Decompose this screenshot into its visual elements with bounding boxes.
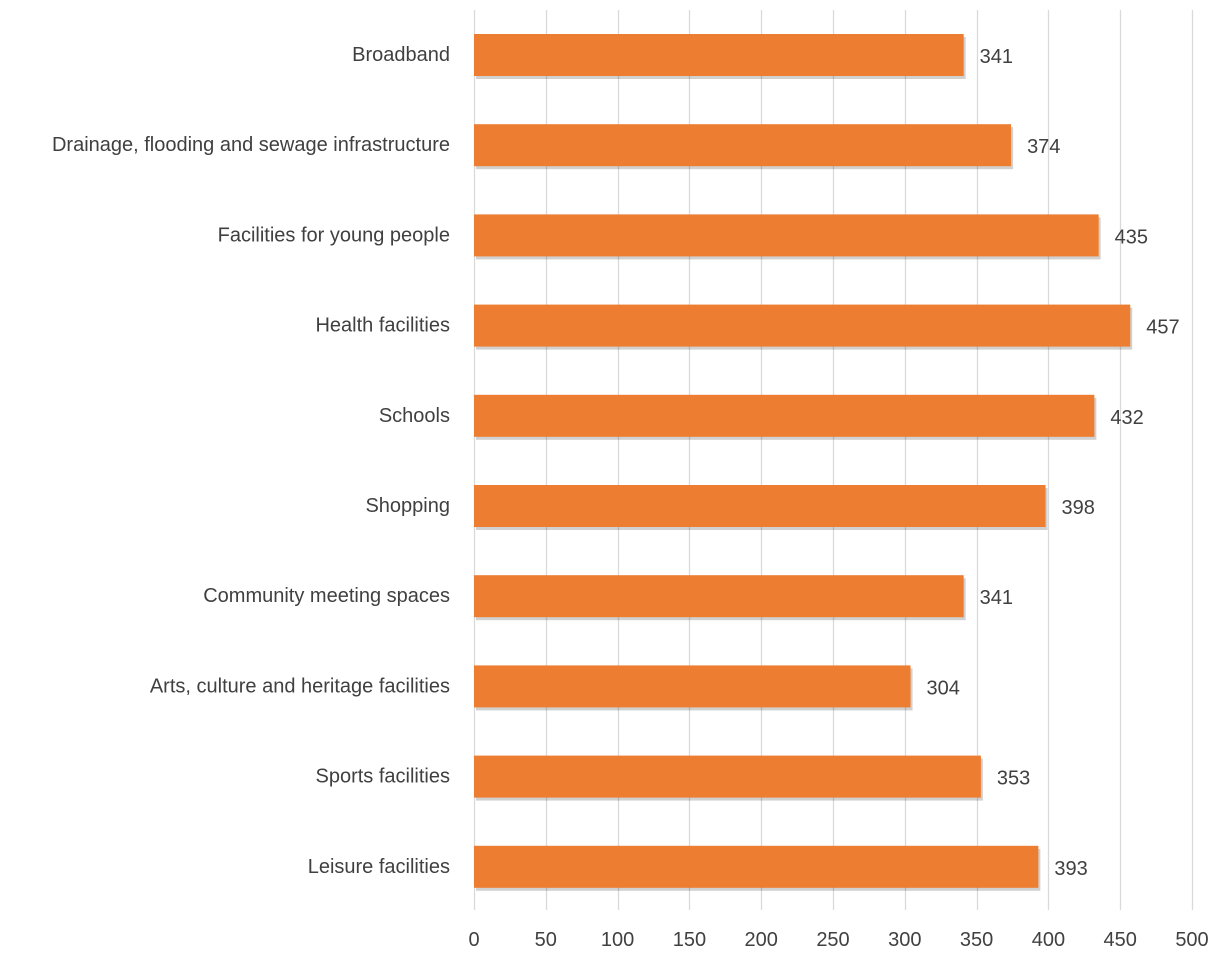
x-tick-label: 300 bbox=[888, 929, 921, 951]
x-tick-label: 250 bbox=[816, 929, 849, 951]
data-label: 304 bbox=[927, 677, 960, 699]
bar bbox=[474, 304, 1131, 347]
category-label: Arts, culture and heritage facilities bbox=[150, 675, 450, 697]
data-label: 432 bbox=[1110, 407, 1143, 429]
x-tick-label: 350 bbox=[960, 929, 993, 951]
category-labels: Broadband Drainage, flooding and sewage i… bbox=[52, 44, 450, 878]
category-label: Shopping bbox=[365, 495, 450, 517]
category-label: Leisure facilities bbox=[308, 856, 450, 878]
bar bbox=[474, 34, 964, 76]
data-label: 435 bbox=[1115, 226, 1148, 248]
x-tick-label: 200 bbox=[745, 929, 778, 951]
bar bbox=[474, 394, 1095, 437]
x-tick-label: 400 bbox=[1032, 929, 1065, 951]
category-label: Health facilities bbox=[315, 315, 450, 337]
data-label: 341 bbox=[980, 46, 1013, 68]
bar bbox=[474, 575, 964, 618]
bar bbox=[474, 665, 911, 708]
x-axis-tick-labels: 0 50 100 150 200 250 300 350 400 450 500 bbox=[468, 929, 1208, 951]
bar bbox=[474, 485, 1046, 527]
x-tick-label: 0 bbox=[468, 929, 479, 951]
category-label: Schools bbox=[379, 405, 450, 427]
bars bbox=[474, 34, 1133, 891]
data-label: 341 bbox=[980, 587, 1013, 609]
data-label: 353 bbox=[997, 768, 1030, 790]
data-label: 393 bbox=[1054, 858, 1087, 880]
category-label: Facilities for young people bbox=[218, 224, 450, 246]
category-label: Sports facilities bbox=[316, 766, 451, 788]
bar bbox=[474, 755, 981, 798]
data-label: 398 bbox=[1062, 497, 1095, 519]
x-tick-label: 150 bbox=[673, 929, 706, 951]
category-label: Drainage, flooding and sewage infrastruc… bbox=[52, 134, 450, 156]
data-label: 457 bbox=[1146, 317, 1179, 339]
x-tick-label: 100 bbox=[601, 929, 634, 951]
category-label: Community meeting spaces bbox=[203, 585, 450, 607]
bar bbox=[474, 214, 1099, 257]
x-tick-label: 50 bbox=[535, 929, 557, 951]
bar bbox=[474, 845, 1039, 888]
x-tick-label: 450 bbox=[1104, 929, 1137, 951]
bar bbox=[474, 124, 1012, 167]
data-labels: 341 374 435 457 432 398 341 304 353 393 bbox=[927, 46, 1180, 880]
data-label: 374 bbox=[1027, 136, 1060, 158]
x-tick-label: 500 bbox=[1175, 929, 1208, 951]
category-label: Broadband bbox=[352, 44, 450, 66]
